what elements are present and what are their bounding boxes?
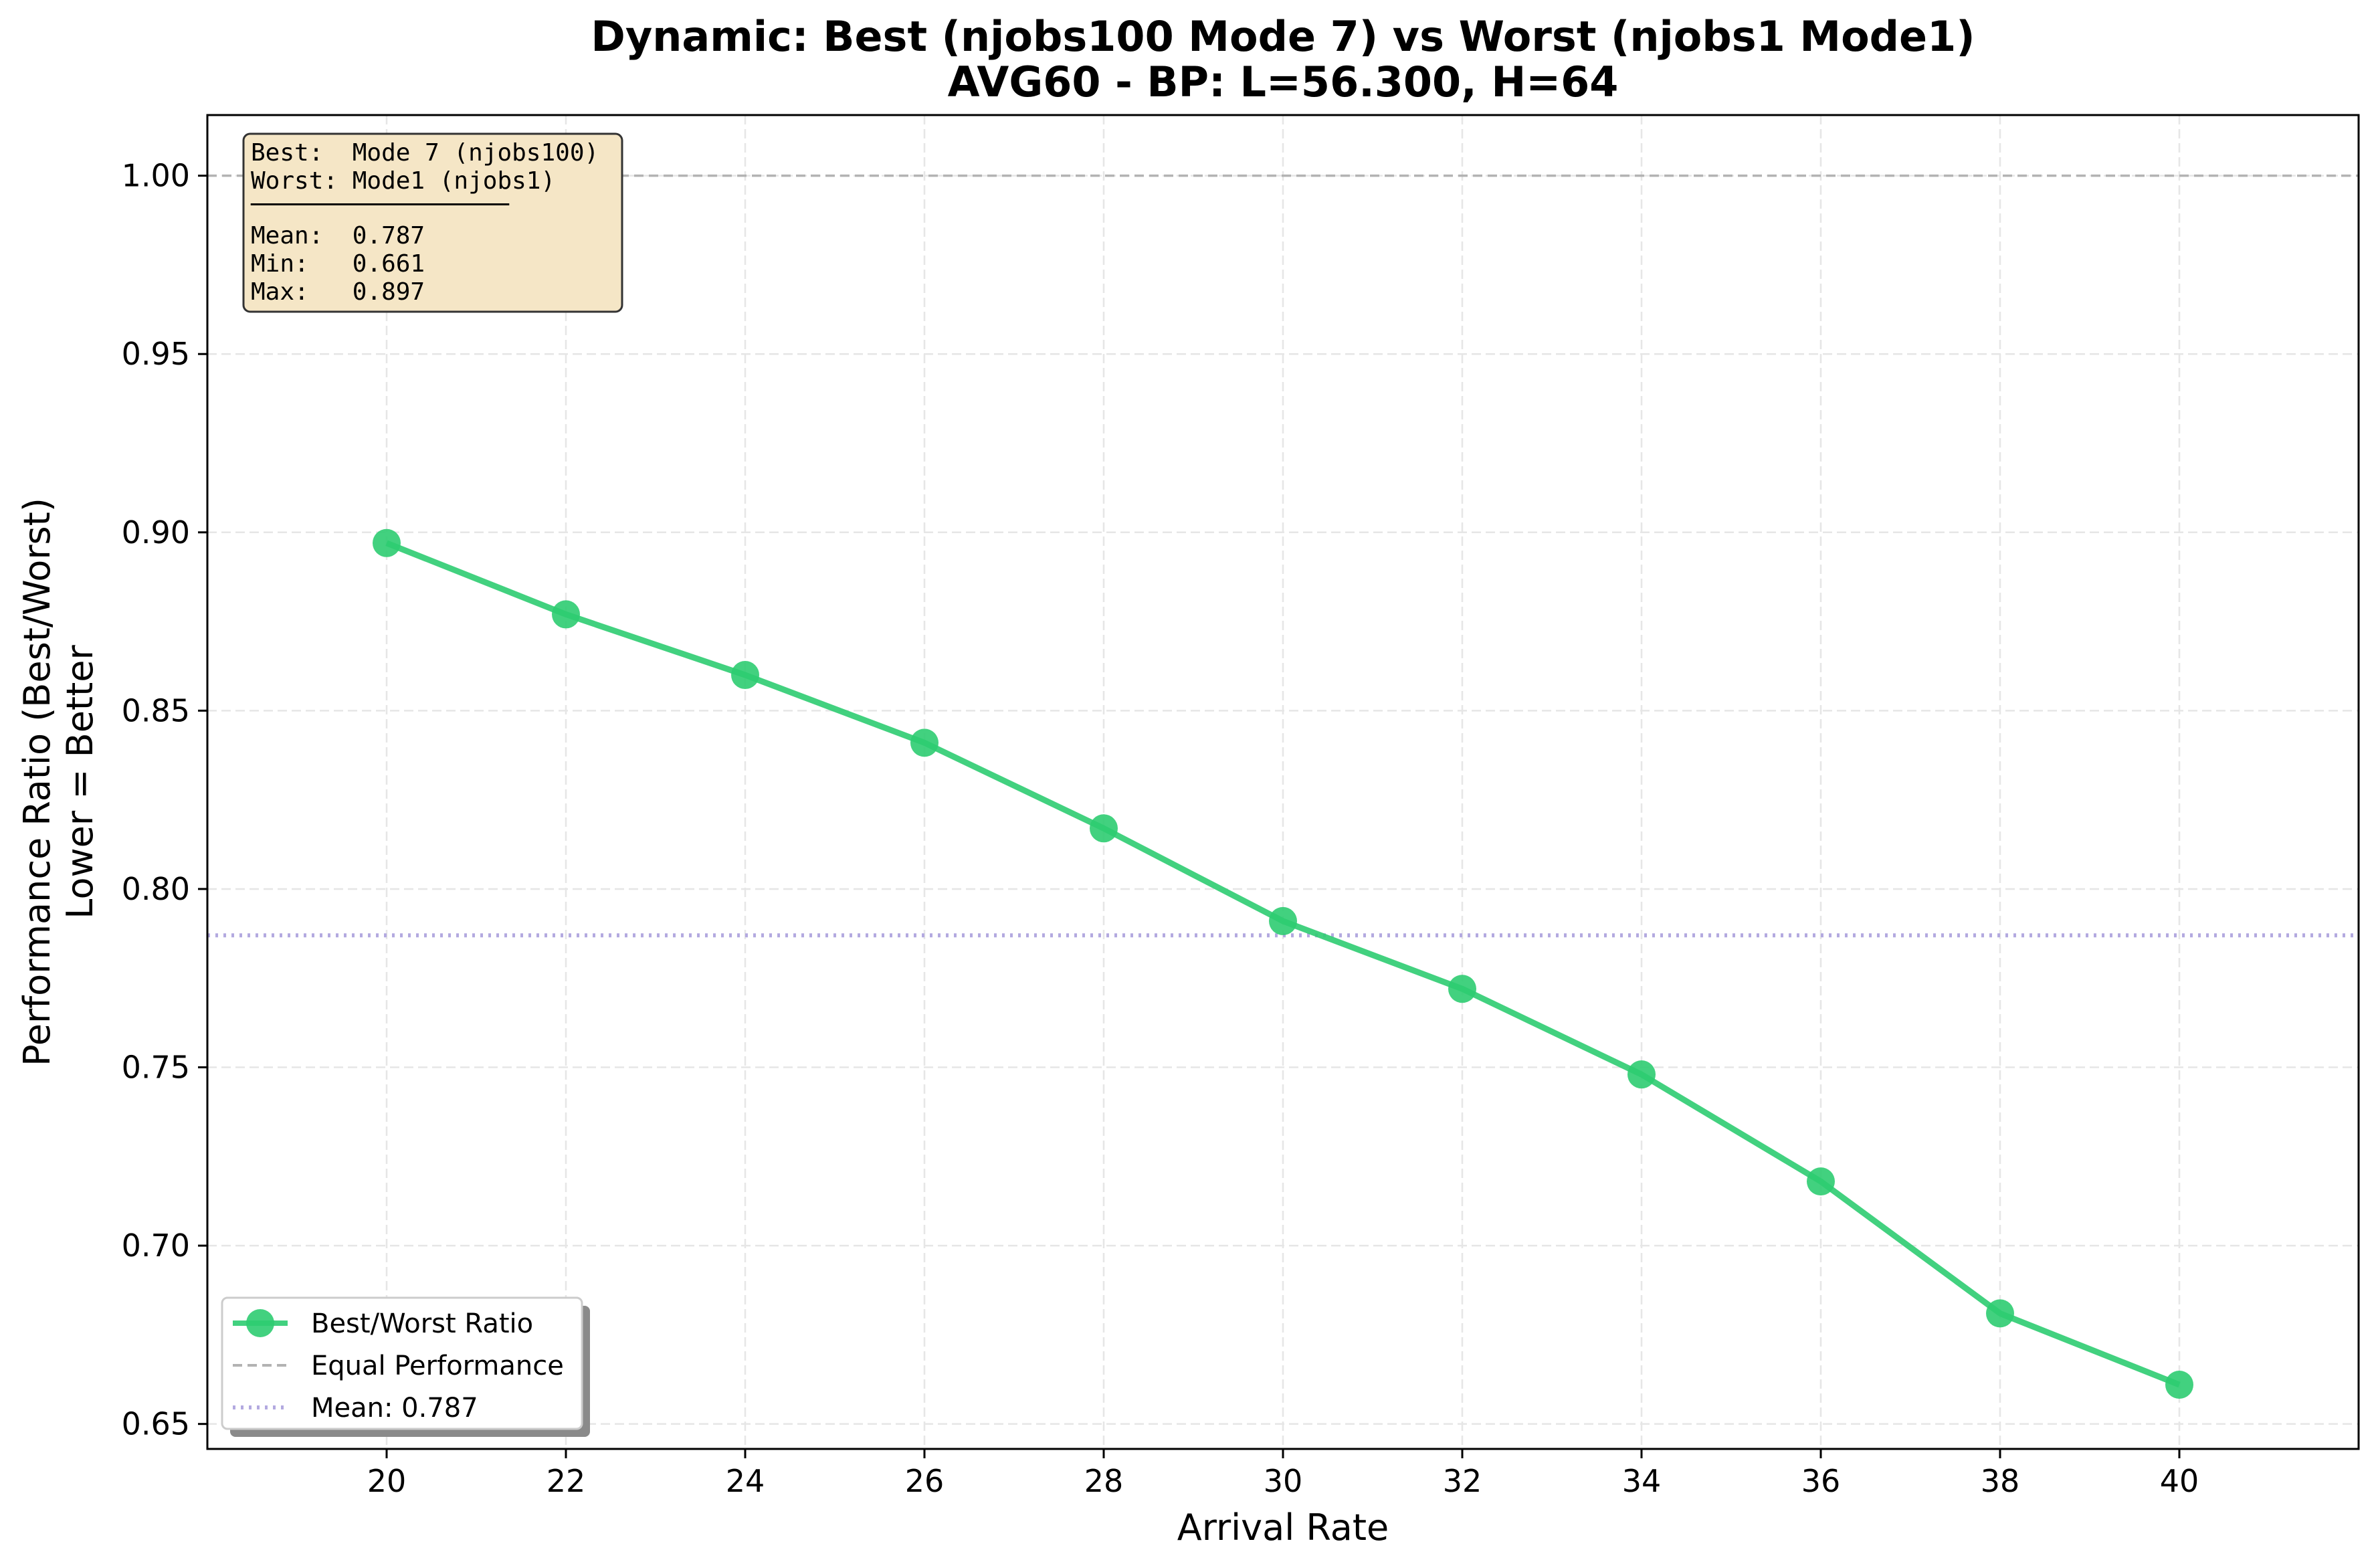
stats-annotation-box: Best: Mode 7 (njobs100) Worst: Mode1 (nj…	[242, 132, 623, 313]
y-tick-label: 0.90	[122, 514, 190, 551]
y-tick-label: 0.80	[122, 871, 190, 907]
legend-label-equal: Equal Performance	[311, 1351, 564, 1381]
data-point	[2165, 1371, 2193, 1399]
stats-line-mean: Mean: 0.787	[251, 222, 425, 250]
data-point	[1269, 906, 1297, 935]
x-tick-label: 26	[905, 1463, 945, 1499]
y-tick-label: 0.65	[122, 1406, 190, 1442]
legend-box	[221, 1296, 583, 1430]
y-tick-label: 1.00	[122, 158, 190, 194]
series-layer	[373, 528, 2193, 1399]
legend-label-ratio: Best/Worst Ratio	[311, 1308, 533, 1339]
chart-subtitle: AVG60 - BP: L=56.300, H=64	[948, 58, 1619, 106]
ticks: 20 22 24 26 28 30 32 34 36 38 40 0.65 0.70 0.75 0.80 0.…	[122, 158, 2199, 1499]
x-tick-label: 28	[1084, 1463, 1124, 1499]
data-point	[1627, 1060, 1656, 1089]
stats-line-worst: Worst: Mode1 (njobs1)	[251, 167, 555, 195]
data-point	[1986, 1299, 2014, 1328]
data-point	[1807, 1167, 1835, 1196]
stats-line-min: Min: 0.661	[251, 250, 425, 278]
y-axis-label-secondary: Lower = Better	[59, 645, 101, 919]
data-point	[373, 528, 401, 557]
x-tick-label: 24	[726, 1463, 765, 1499]
y-tick-label: 0.70	[122, 1228, 190, 1264]
legend-swatch-ratio-marker	[246, 1309, 274, 1337]
stats-separator: ───────────────────────	[250, 191, 510, 219]
x-tick-label: 34	[1622, 1463, 1662, 1499]
x-tick-label: 38	[1981, 1463, 2020, 1499]
y-tick-label: 0.75	[122, 1050, 190, 1086]
data-point	[552, 600, 580, 629]
chart-title: Dynamic: Best (njobs100 Mode 7) vs Worst…	[591, 12, 1975, 61]
data-point	[1448, 975, 1476, 1003]
stats-box-background	[242, 132, 623, 313]
data-point	[731, 661, 759, 690]
x-tick-label: 40	[2160, 1463, 2199, 1499]
legend-label-mean: Mean: 0.787	[311, 1393, 478, 1424]
x-tick-label: 20	[367, 1463, 407, 1499]
data-point	[1090, 814, 1118, 843]
legend: Best/Worst Ratio Equal Performance Mean:…	[221, 1296, 590, 1437]
y-axis-label: Performance Ratio (Best/Worst)	[16, 498, 58, 1066]
x-tick-label: 36	[1801, 1463, 1841, 1499]
x-tick-label: 32	[1443, 1463, 1482, 1499]
stats-line-best: Best: Mode 7 (njobs100)	[251, 139, 599, 167]
x-axis-label: Arrival Rate	[1177, 1506, 1389, 1549]
y-tick-label: 0.95	[122, 336, 190, 372]
x-tick-label: 30	[1264, 1463, 1303, 1499]
y-tick-label: 0.85	[122, 692, 190, 728]
stats-line-max: Max: 0.897	[251, 278, 425, 306]
x-tick-label: 22	[547, 1463, 586, 1499]
data-point	[910, 728, 938, 757]
